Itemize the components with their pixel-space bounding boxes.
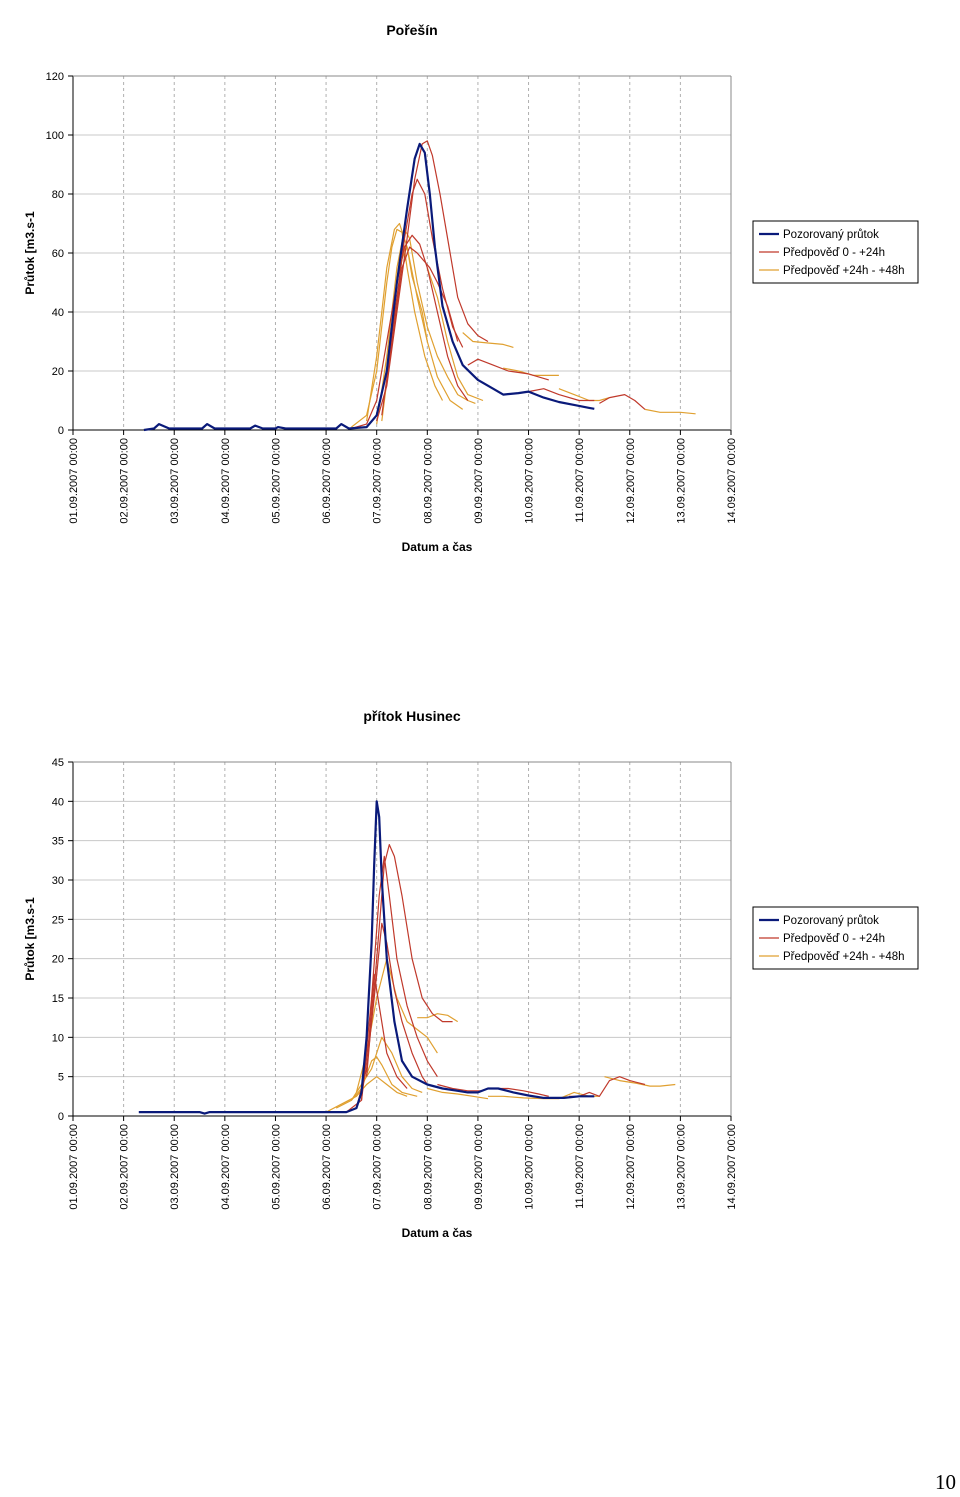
series-line [376,228,476,425]
x-tick-label: 02.09.2007 00:00 [119,438,131,524]
x-tick-label: 06.09.2007 00:00 [321,438,333,524]
legend-label: Pozorovaný průtok [783,915,879,927]
chart-poresin: Pořešín 0 20 40 60 80 100 120 01.09.2007 00:00 02… [0,0,930,580]
x-tick-label: 14.09.2007 00:00 [726,1124,738,1210]
x-tick-label: 13.09.2007 00:00 [675,1124,687,1210]
legend-label: Předpověď +24h - +48h [783,265,905,277]
series-line [417,1013,459,1023]
chart-husinec: přítok Husinec 0 5 10 15 20 25 30 35 40 45 01.09.20… [0,686,930,1266]
series-0 [138,800,595,1115]
x-tick-label: 09.09.2007 00:00 [473,438,485,524]
x-tick-label: 08.09.2007 00:00 [422,438,434,524]
x-tick-label: 01.09.2007 00:00 [68,438,80,524]
legend-box [752,220,919,284]
x-tick-label: 03.09.2007 00:00 [169,438,181,524]
y-tick-label: 40 [52,796,64,808]
series-line [437,1083,483,1092]
series-line [351,234,469,430]
x-tick-label: 09.09.2007 00:00 [473,1124,485,1210]
series-line [360,855,438,1101]
x-tick-label: 11.09.2007 00:00 [574,438,586,523]
x-tick-label: 02.09.2007 00:00 [119,1124,131,1210]
series-line [599,394,646,410]
x-tick-label: 12.09.2007 00:00 [625,1124,637,1210]
y-tick-label: 20 [52,954,64,966]
series-line [462,332,514,348]
x-tick-label: 07.09.2007 00:00 [372,1124,384,1210]
series-line [426,267,484,402]
series-line [325,1076,408,1113]
legend-box [752,906,919,970]
y-tick-label: 35 [52,836,64,848]
x-axis-label: Datum a čas [402,1226,473,1240]
y-tick-label: 40 [52,307,64,319]
x-tick-label: 03.09.2007 00:00 [169,1124,181,1210]
x-tick-label: 06.09.2007 00:00 [321,1124,333,1210]
y-tick-label: 60 [52,248,64,260]
y-tick-label: 100 [46,130,64,142]
series-line [335,1056,418,1109]
legend-label: Předpověď +24h - +48h [783,951,905,963]
series-line [467,358,549,381]
x-tick-label: 04.09.2007 00:00 [220,1124,232,1210]
x-tick-label: 01.09.2007 00:00 [68,1124,80,1210]
x-axis-label: Datum a čas [402,540,473,554]
y-tick-label: 20 [52,366,64,378]
y-tick-label: 0 [58,1111,64,1123]
series-line [528,388,595,402]
x-tick-label: 05.09.2007 00:00 [270,1124,282,1210]
y-tick-label: 15 [52,993,64,1005]
x-tick-label: 10.09.2007 00:00 [524,438,536,524]
series-line [351,228,444,428]
x-tick-label: 07.09.2007 00:00 [372,438,384,524]
chart-title: Pořešín [386,22,437,38]
x-tick-label: 12.09.2007 00:00 [625,438,637,524]
y-tick-label: 0 [58,425,64,437]
chart-poresin-svg: Pořešín 0 20 40 60 80 100 120 01.09.2007 00:00 02… [23,22,919,554]
page-number: 10 [935,1470,956,1494]
legend-label: Předpověď 0 - +24h [783,247,885,259]
x-tick-label: 04.09.2007 00:00 [220,438,232,524]
x-tick-label: 14.09.2007 00:00 [726,438,738,524]
series-line [604,1076,676,1087]
series-line [138,800,595,1115]
y-tick-label: 10 [52,1032,64,1044]
legend-label: Pozorovaný průtok [783,229,879,241]
chart-title: přítok Husinec [363,708,460,724]
series-line [493,1087,549,1097]
series-line [381,246,459,416]
y-tick-label: 25 [52,914,64,926]
series-1 [351,140,646,430]
y-tick-label: 30 [52,875,64,887]
series-line [143,142,595,432]
series-line [427,1087,489,1100]
y-tick-label: 45 [52,757,64,769]
series-0 [143,142,595,432]
series-line [376,140,489,422]
y-tick-label: 80 [52,189,64,201]
y-axis-label: Průtok [m3.s-1 [23,897,37,981]
y-axis-label: Průtok [m3.s-1 [23,211,37,295]
chart-husinec-svg: přítok Husinec 0 5 10 15 20 25 30 35 40 45 01.09.20… [23,708,919,1240]
x-tick-label: 05.09.2007 00:00 [270,438,282,524]
series-line [644,408,696,415]
y-tick-label: 120 [46,71,64,83]
x-tick-label: 11.09.2007 00:00 [574,1124,586,1209]
x-tick-label: 08.09.2007 00:00 [422,1124,434,1210]
x-tick-label: 13.09.2007 00:00 [675,438,687,524]
legend-label: Předpověď 0 - +24h [783,933,885,945]
y-tick-label: 5 [58,1072,64,1084]
x-tick-label: 10.09.2007 00:00 [524,1124,536,1210]
